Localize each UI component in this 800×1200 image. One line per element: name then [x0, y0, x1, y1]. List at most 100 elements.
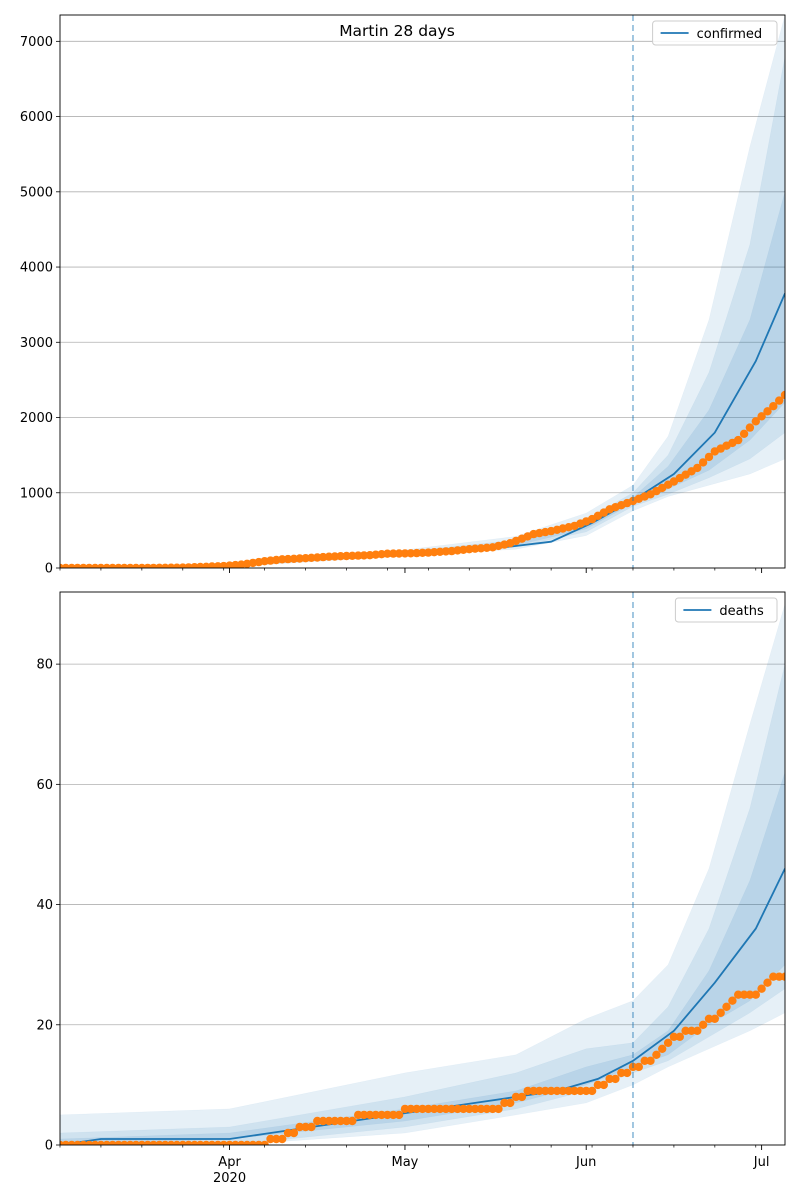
observed-point: [646, 1056, 655, 1066]
observed-point: [576, 1086, 585, 1096]
y-tick-label: 20: [36, 1018, 53, 1033]
observed-point: [348, 551, 357, 560]
confirmed-panel: 0 1000 2000 3000 4000 5000 6000 7000 confirmed: [20, 14, 786, 577]
y-tick-label: 60: [36, 778, 53, 793]
observed-point: [406, 549, 415, 558]
observed-point: [389, 549, 398, 558]
x-tick-label: 2020: [213, 1171, 246, 1186]
observed-point: [693, 463, 702, 473]
observed-point: [313, 1116, 322, 1126]
observed-point: [418, 1104, 427, 1114]
observed-point: [371, 1110, 380, 1120]
observed-point: [716, 1008, 725, 1017]
y-tick-label: 7000: [20, 35, 53, 50]
observed-point: [377, 1110, 386, 1120]
observed-point: [558, 1086, 567, 1096]
band-middle: [60, 56, 785, 568]
observed-point: [582, 1086, 591, 1096]
observed-point: [435, 1104, 445, 1114]
observed-point: [447, 1104, 456, 1114]
observed-point: [348, 1116, 357, 1126]
observed-point: [283, 554, 293, 564]
x-tick-label: Jun: [575, 1155, 596, 1170]
x-tick-label: May: [392, 1155, 419, 1170]
observed-point: [359, 1110, 369, 1120]
legend-label: deaths: [719, 604, 764, 619]
y-tick-label: 0: [45, 562, 53, 577]
observed-point: [278, 1134, 287, 1144]
observed-point: [652, 1050, 661, 1060]
observed-point: [389, 1110, 398, 1120]
observed-point: [564, 1086, 573, 1096]
observed-point: [745, 423, 755, 432]
observed-point: [336, 1116, 345, 1126]
observed-point: [681, 1026, 690, 1036]
y-tick-label: 4000: [20, 261, 53, 276]
observed-point: [669, 1032, 679, 1042]
observed-point: [506, 1098, 515, 1108]
observed-point: [704, 452, 714, 462]
observed-point: [400, 549, 410, 558]
plot-area: [60, 603, 785, 1145]
y-tick-label: 5000: [20, 185, 53, 200]
observed-point: [611, 1074, 620, 1084]
observed-point: [587, 1086, 597, 1096]
observed-point: [406, 1104, 415, 1114]
observed-point: [546, 1086, 556, 1096]
observed-point: [359, 551, 369, 560]
observed-point: [482, 1104, 491, 1114]
figure-title: Martin 28 days: [339, 22, 455, 40]
observed-point: [535, 1086, 544, 1096]
observed-point: [424, 1104, 433, 1114]
observed-point: [301, 1122, 310, 1132]
observed-point: [698, 1020, 708, 1029]
observed-point: [658, 1044, 667, 1054]
observed-point: [687, 1026, 696, 1036]
observed-point: [722, 1002, 731, 1011]
observed-point: [634, 1062, 643, 1072]
observed-point: [593, 1080, 603, 1090]
observed-point: [605, 1074, 614, 1084]
observed-point: [289, 1128, 299, 1138]
observed-point: [693, 1026, 702, 1036]
band-inner: [60, 191, 785, 568]
observed-point: [324, 1116, 334, 1126]
observed-point: [283, 1128, 293, 1138]
x-tick-label: Jul: [753, 1155, 770, 1170]
observed-point: [400, 1104, 410, 1114]
observed-point: [523, 1086, 532, 1096]
observed-point: [739, 429, 749, 438]
observed-point: [307, 1122, 316, 1132]
observed-point: [780, 972, 785, 981]
legend-box: [674, 597, 778, 623]
observed-point: [441, 1104, 451, 1114]
observed-point: [640, 1056, 649, 1066]
observed-point: [318, 1116, 328, 1126]
observed-point: [675, 1032, 684, 1042]
observed-point: [394, 1110, 404, 1120]
observed-point: [775, 972, 784, 981]
observed-point: [517, 1092, 527, 1102]
y-tick-label: 40: [36, 898, 53, 913]
observed-point: [354, 1110, 363, 1120]
observed-point: [739, 990, 749, 999]
observed-point: [541, 1086, 550, 1096]
axes-frame: [59, 591, 786, 1146]
observed-point: [272, 1134, 281, 1144]
observed-point: [295, 1122, 304, 1132]
y-tick-label: 0: [45, 1139, 53, 1154]
legend-label: confirmed: [697, 27, 763, 42]
observed-point: [570, 1086, 579, 1096]
observed-point: [734, 990, 743, 999]
observed-point: [751, 990, 760, 999]
observed-point: [663, 1038, 673, 1048]
y-tick-label: 3000: [20, 336, 53, 351]
observed-point: [383, 549, 392, 558]
band-outer: [60, 603, 785, 1145]
observed-point: [470, 1104, 480, 1114]
observed-point: [745, 990, 755, 999]
observed-point: [488, 1104, 497, 1114]
observed-point: [617, 1068, 626, 1078]
